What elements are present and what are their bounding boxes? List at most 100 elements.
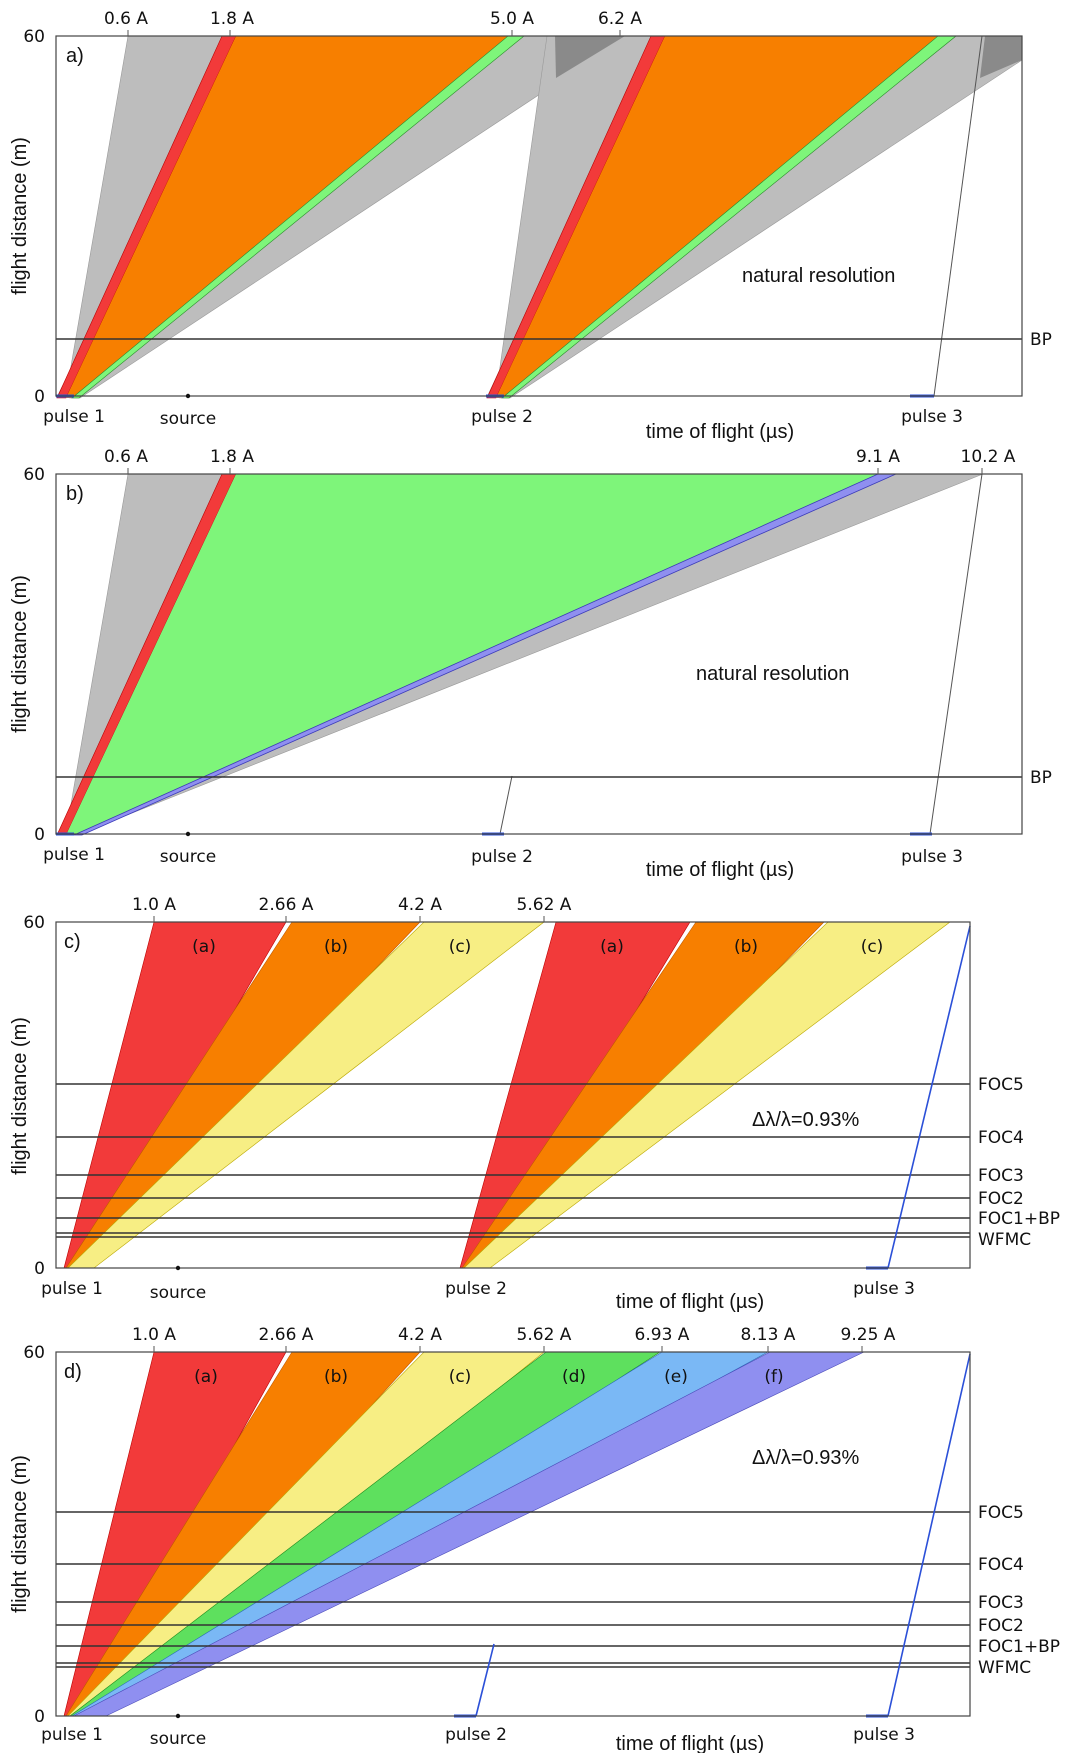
source-label: source xyxy=(150,1729,206,1749)
wavelength-label: 1.8 A xyxy=(210,447,254,467)
pulse-label: pulse 3 xyxy=(901,847,963,867)
panel-tag: c) xyxy=(64,931,81,953)
hline-label: FOC1+BP xyxy=(978,1637,1060,1657)
plot-frame xyxy=(55,921,971,1269)
ytick-top: 60 xyxy=(23,465,45,485)
panel-d: 1.0 A 2.66 A 4.2 A 5.62 A 6.93 A 8.13 A … xyxy=(9,1325,1060,1753)
wavelength-label: 6.2 A xyxy=(598,9,642,29)
source-marker xyxy=(185,831,191,837)
wavelength-label: 10.2 A xyxy=(961,447,1016,467)
hline-label: FOC4 xyxy=(978,1128,1024,1148)
panel-b: 0.6 A 1.8 A 9.1 A 10.2 A b) 60 0 flight … xyxy=(9,447,1052,881)
ytick-bottom: 0 xyxy=(34,387,45,407)
pulse-label: pulse 3 xyxy=(901,407,963,427)
pulse-label: pulse 1 xyxy=(41,1725,103,1745)
hline-label: FOC1+BP xyxy=(978,1209,1060,1229)
hline-label: WFMC xyxy=(978,1658,1031,1678)
darkgray-corner-2 xyxy=(980,36,1022,78)
band-label: (a) xyxy=(600,937,624,957)
ytick-top: 60 xyxy=(23,913,45,933)
pulse-label: pulse 3 xyxy=(853,1279,915,1299)
hline-label: FOC3 xyxy=(978,1166,1024,1186)
annotation-text: natural resolution xyxy=(742,265,895,287)
source-marker xyxy=(175,1713,181,1719)
source-marker xyxy=(175,1265,181,1271)
x-axis-label: time of flight (µs) xyxy=(646,859,794,881)
x-axis-label: time of flight (µs) xyxy=(646,421,794,443)
wavelength-label: 1.8 A xyxy=(210,9,254,29)
hline-label-bp: BP xyxy=(1030,768,1052,788)
pulse-label: pulse 2 xyxy=(445,1725,507,1745)
annotation-text: natural resolution xyxy=(696,663,849,685)
band-label: (a) xyxy=(194,1367,218,1387)
y-axis-label: flight distance (m) xyxy=(9,1017,31,1175)
band-label: (b) xyxy=(324,1367,348,1387)
panel-tag: d) xyxy=(64,1361,82,1383)
pulse-label: pulse 1 xyxy=(41,1279,103,1299)
panel-tag: a) xyxy=(66,45,84,67)
orange-band-pulse2 xyxy=(496,36,938,398)
pulse3-line xyxy=(887,1353,971,1717)
plot-frame xyxy=(55,35,1023,397)
source-marker xyxy=(185,393,191,399)
plot-frame xyxy=(55,473,1023,835)
wavelength-label: 2.66 A xyxy=(259,895,314,915)
annotation-text: Δλ/λ=0.93% xyxy=(752,1109,860,1131)
band-label: (c) xyxy=(449,937,472,957)
pulse-label: pulse 2 xyxy=(471,407,533,427)
wavelength-label: 8.13 A xyxy=(741,1325,796,1345)
pulse-label: pulse 2 xyxy=(445,1279,507,1299)
source-label: source xyxy=(160,409,216,429)
hline-label: WFMC xyxy=(978,1230,1031,1250)
source-label: source xyxy=(150,1283,206,1303)
wavelength-label: 9.1 A xyxy=(856,447,900,467)
hline-label: FOC4 xyxy=(978,1555,1024,1575)
wavelength-label: 5.0 A xyxy=(490,9,534,29)
ytick-bottom: 0 xyxy=(34,1259,45,1279)
wavelength-label: 4.2 A xyxy=(398,1325,442,1345)
darkgray-corner-1 xyxy=(555,36,625,78)
band-label: (a) xyxy=(192,937,216,957)
green-band xyxy=(66,474,878,835)
band-label: (f) xyxy=(764,1367,783,1387)
band-label: (e) xyxy=(664,1367,688,1387)
pulse3-line xyxy=(929,473,983,835)
wavelength-label: 0.6 A xyxy=(104,9,148,29)
band-label: (b) xyxy=(734,937,758,957)
hline-label: FOC5 xyxy=(978,1075,1024,1095)
hline-label: FOC2 xyxy=(978,1189,1024,1209)
wavelength-label: 2.66 A xyxy=(259,1325,314,1345)
pulse-label: pulse 1 xyxy=(43,407,105,427)
annotation-text: Δλ/λ=0.93% xyxy=(752,1447,860,1469)
panel-c: 1.0 A 2.66 A 4.2 A 5.62 A (a) (b) (c) (a… xyxy=(9,895,1060,1313)
hline-label: FOC3 xyxy=(978,1593,1024,1613)
wavelength-label: 1.0 A xyxy=(132,895,176,915)
pulse-label: pulse 1 xyxy=(43,845,105,865)
hline-label: FOC5 xyxy=(978,1503,1024,1523)
wavelength-label: 5.62 A xyxy=(517,895,572,915)
pulse-label: pulse 3 xyxy=(853,1725,915,1745)
ytick-bottom: 0 xyxy=(34,825,45,845)
pulse2-line xyxy=(475,1643,495,1717)
ytick-bottom: 0 xyxy=(34,1707,45,1727)
x-axis-label: time of flight (µs) xyxy=(616,1733,764,1753)
pulse3-line xyxy=(887,925,971,1269)
y-axis-label: flight distance (m) xyxy=(9,1455,31,1613)
orange-band-pulse1 xyxy=(66,36,508,398)
hline-label: FOC2 xyxy=(978,1616,1024,1636)
wavelength-label: 1.0 A xyxy=(132,1325,176,1345)
x-axis-label: time of flight (µs) xyxy=(616,1291,764,1313)
ytick-top: 60 xyxy=(23,27,45,47)
wavelength-label: 5.62 A xyxy=(517,1325,572,1345)
pulse-label: pulse 2 xyxy=(471,847,533,867)
wavelength-label: 4.2 A xyxy=(398,895,442,915)
wavelength-label: 6.93 A xyxy=(635,1325,690,1345)
y-axis-label: flight distance (m) xyxy=(9,575,31,733)
pulse2-line xyxy=(499,775,513,835)
wavelength-label: 0.6 A xyxy=(104,447,148,467)
panel-a: 0.6 A 1.8 A 5.0 A 6.2 A a) 60 0 flight d… xyxy=(9,9,1052,443)
band-label: (d) xyxy=(562,1367,586,1387)
band-label: (c) xyxy=(449,1367,472,1387)
band-label: (b) xyxy=(324,937,348,957)
